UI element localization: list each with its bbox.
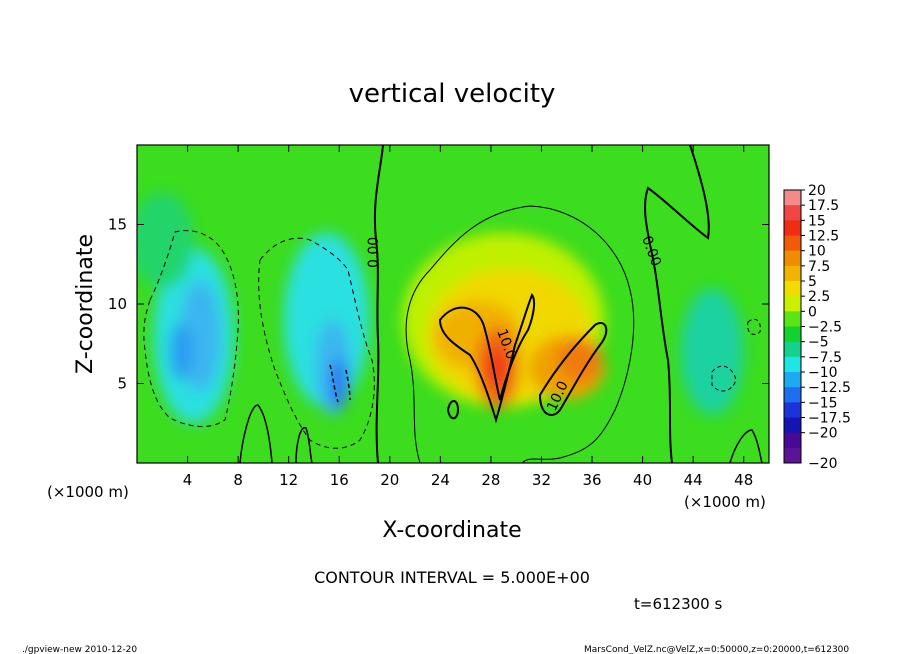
colorbar-label: −15 <box>808 395 838 411</box>
x-unit-label-right: (×1000 m) <box>684 493 766 511</box>
colorbar-swatch <box>784 281 801 297</box>
colorbar-label: −12.5 <box>808 380 851 396</box>
colorbar-label: −7.5 <box>808 350 842 366</box>
five-contour <box>405 205 635 463</box>
colorbar-label: 2.5 <box>808 289 830 305</box>
program-label: ./gpview-new 2010-12-20 <box>22 645 137 654</box>
colorbar-swatch <box>784 205 801 221</box>
ten-contour-small <box>446 400 460 420</box>
field-patch <box>680 288 744 416</box>
x-tick-label: 32 <box>532 471 551 489</box>
colorbar-label: 20 <box>808 183 826 199</box>
zero-contour-bump-a <box>239 404 273 463</box>
x-axis-label: X-coordinate <box>382 518 521 543</box>
colorbar-label: 17.5 <box>808 198 839 214</box>
x-tick-label: 28 <box>481 471 500 489</box>
colorbar-swatch <box>784 417 801 434</box>
colorbar: 2017.51512.5107.552.50−2.5−5−7.5−10−12.5… <box>783 183 851 472</box>
colorbar-swatch <box>784 447 801 464</box>
y-axis: 5 10 15 <box>108 216 769 393</box>
x-tick-label: 8 <box>233 471 243 489</box>
colorbar-swatch <box>784 341 801 358</box>
colorbar-label: −20 <box>808 426 838 442</box>
negative-contour-mid <box>258 237 375 449</box>
plot-area: 0.00 10.0 10.0 0.00 <box>137 145 769 463</box>
y-tick-label: 15 <box>108 216 127 234</box>
colorbar-label: 10 <box>808 244 826 260</box>
colorbar-label: 15 <box>808 213 826 229</box>
colorbar-label: 12.5 <box>808 229 839 245</box>
x-tick-label: 44 <box>684 471 703 489</box>
contour-label-zero-west: 0.00 <box>366 237 382 268</box>
zero-contour-west <box>373 145 384 463</box>
colorbar-swatch <box>784 402 801 418</box>
x-tick-label: 20 <box>380 471 399 489</box>
colorbar-swatch <box>784 387 801 403</box>
negative-contour-east <box>711 318 761 392</box>
colorbar-label: 5 <box>808 274 817 290</box>
color-field <box>137 192 744 424</box>
x-tick-label: 40 <box>633 471 652 489</box>
x-tick-label: 36 <box>582 471 601 489</box>
colorbar-swatch <box>784 311 801 327</box>
x-unit-label-left: (×1000 m) <box>47 483 129 501</box>
colorbar-label: 7.5 <box>808 259 830 275</box>
chart-title: vertical velocity <box>349 79 556 109</box>
colorbar-swatch <box>784 265 801 282</box>
y-tick-label: 5 <box>117 375 127 393</box>
colorbar-swatch <box>784 235 801 252</box>
zero-contour-bump-c <box>729 429 763 463</box>
colorbar-label: −10 <box>808 365 838 381</box>
contour-interval-text: CONTOUR INTERVAL = 5.000E+00 <box>314 568 590 587</box>
ten-contour-west <box>438 293 536 424</box>
x-tick-label: 12 <box>279 471 298 489</box>
colorbar-swatch <box>784 220 801 236</box>
source-label: MarsCond_VelZ.nc@VelZ,x=0:50000,z=0:2000… <box>584 645 849 654</box>
colorbar-swatch <box>784 296 801 312</box>
colorbar-swatch <box>784 356 801 373</box>
colorbar-label: −2.5 <box>808 320 842 336</box>
x-tick-label: 16 <box>330 471 349 489</box>
colorbar-swatch <box>784 250 801 267</box>
x-axis: 4 8 12 16 20 24 28 32 36 40 44 48 <box>183 145 753 489</box>
x-tick-label: 24 <box>431 471 450 489</box>
colorbar-swatch <box>784 432 801 449</box>
colorbar-swatch <box>784 326 801 343</box>
zero-contour-bump-b <box>295 427 313 463</box>
colorbar-label: −17.5 <box>808 411 851 427</box>
colorbar-swatch <box>784 190 801 206</box>
y-axis-label: Z-coordinate <box>73 234 98 374</box>
negative-contour-west <box>143 230 239 427</box>
colorbar-swatch <box>784 372 801 388</box>
field-patch <box>330 358 349 409</box>
colorbar-label: 0 <box>808 304 817 320</box>
field-patch <box>556 337 603 382</box>
contour-lines <box>143 145 763 463</box>
colorbar-label: −5 <box>808 335 829 351</box>
zero-contour-east <box>644 145 710 463</box>
ten-contour-east <box>538 322 608 416</box>
x-tick-label: 4 <box>183 471 193 489</box>
y-tick-label: 10 <box>108 295 127 313</box>
negative-contour-core <box>329 364 351 403</box>
field-patch <box>137 192 194 289</box>
field-patch <box>169 323 193 381</box>
colorbar-label: −20 <box>808 456 838 472</box>
time-label: t=612300 s <box>634 595 722 613</box>
x-tick-label: 48 <box>734 471 753 489</box>
